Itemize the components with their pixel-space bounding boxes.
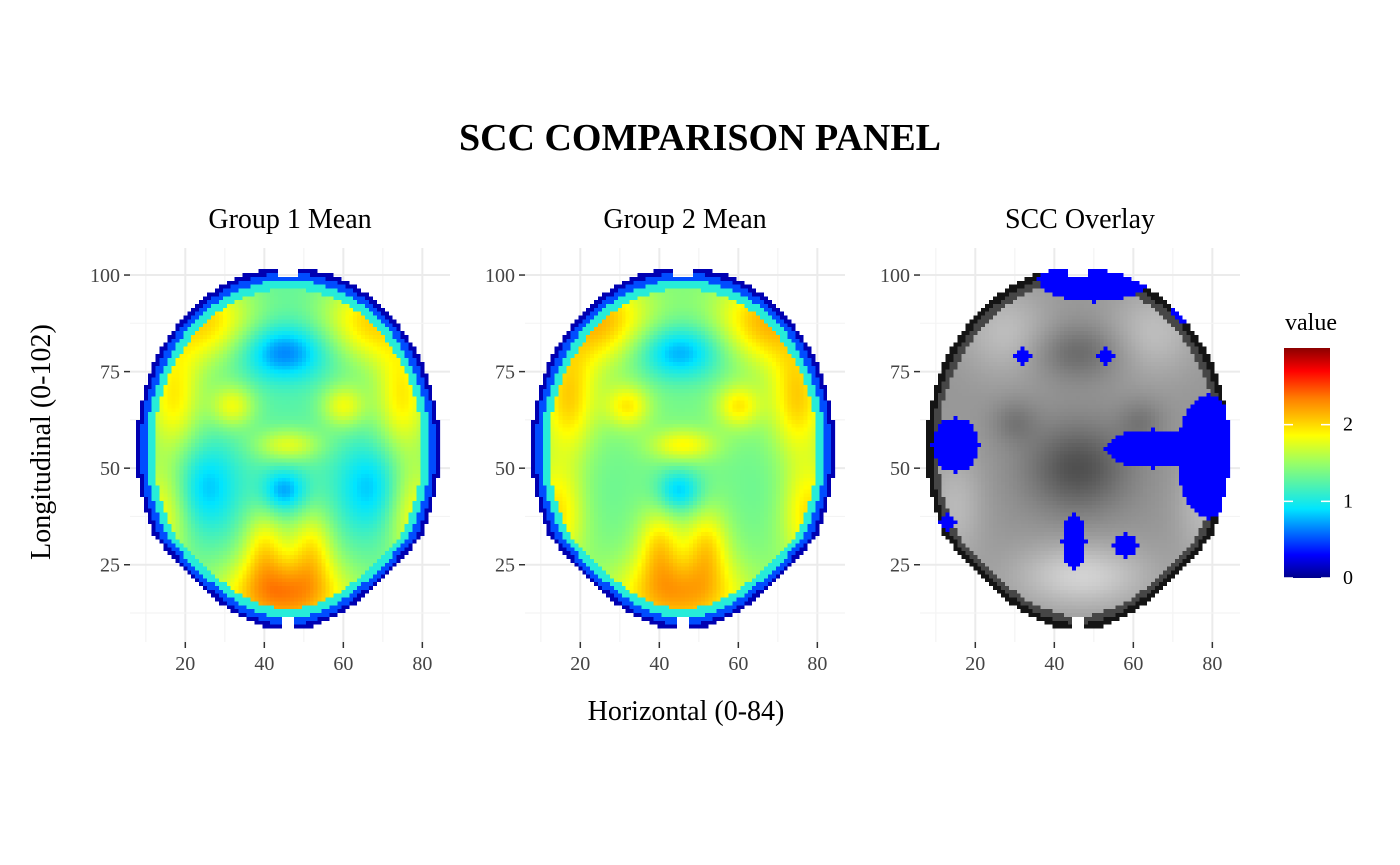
x-tick-label: 40: [649, 653, 669, 675]
y-tick-label: 75: [100, 362, 120, 384]
legend-tick-label: 0: [1343, 567, 1353, 589]
brain-map-image: [108, 265, 441, 660]
y-tick-label: 100: [485, 265, 515, 287]
brain-map-image: [898, 265, 1231, 660]
y-tick-label: 25: [100, 555, 120, 577]
y-tick-label: 50: [100, 458, 120, 480]
y-tick-label: 75: [890, 362, 910, 384]
x-tick-label: 80: [1202, 653, 1222, 675]
x-axis-label: Horizontal (0-84): [588, 696, 785, 727]
brain-map-image: [503, 265, 836, 660]
y-tick-label: 50: [890, 458, 910, 480]
legend: value 0 1 2: [1284, 310, 1353, 589]
legend-tick-label: 1: [1343, 490, 1353, 512]
chart-title: SCC COMPARISON PANEL: [459, 117, 941, 159]
x-tick-label: 80: [412, 653, 432, 675]
panel-group-2-mean: Group 2 Mean 20 40 60 80 25 50 75 100: [485, 204, 845, 675]
x-tick-label: 40: [254, 653, 274, 675]
x-tick-label: 60: [333, 653, 353, 675]
y-tick-label: 25: [495, 555, 515, 577]
x-tick-label: 80: [807, 653, 827, 675]
y-tick-label: 25: [890, 555, 910, 577]
y-axis-label: Longitudinal (0-102): [26, 324, 57, 560]
panel-group-1-mean: Group 1 Mean 20 40 60 80 25 50 75 100: [90, 204, 450, 675]
x-tick-label: 60: [1123, 653, 1143, 675]
y-tick-label: 100: [90, 265, 120, 287]
y-tick-label: 100: [880, 265, 910, 287]
legend-colorbar: [1284, 348, 1330, 578]
panel-title: SCC Overlay: [1005, 204, 1155, 235]
panel-title: Group 2 Mean: [603, 204, 766, 235]
legend-ticks: 0 1 2: [1284, 414, 1353, 589]
panel-scc-overlay: SCC Overlay 20 40 60 80 25 50 75 100: [880, 204, 1240, 675]
y-tick-label: 50: [495, 458, 515, 480]
x-tick-label: 20: [965, 653, 985, 675]
legend-tick-label: 2: [1343, 414, 1353, 436]
x-tick-label: 40: [1044, 653, 1064, 675]
x-tick-label: 60: [728, 653, 748, 675]
legend-title: value: [1285, 310, 1337, 336]
x-tick-label: 20: [570, 653, 590, 675]
panel-title: Group 1 Mean: [208, 204, 371, 235]
x-tick-label: 20: [175, 653, 195, 675]
y-tick-label: 75: [495, 362, 515, 384]
